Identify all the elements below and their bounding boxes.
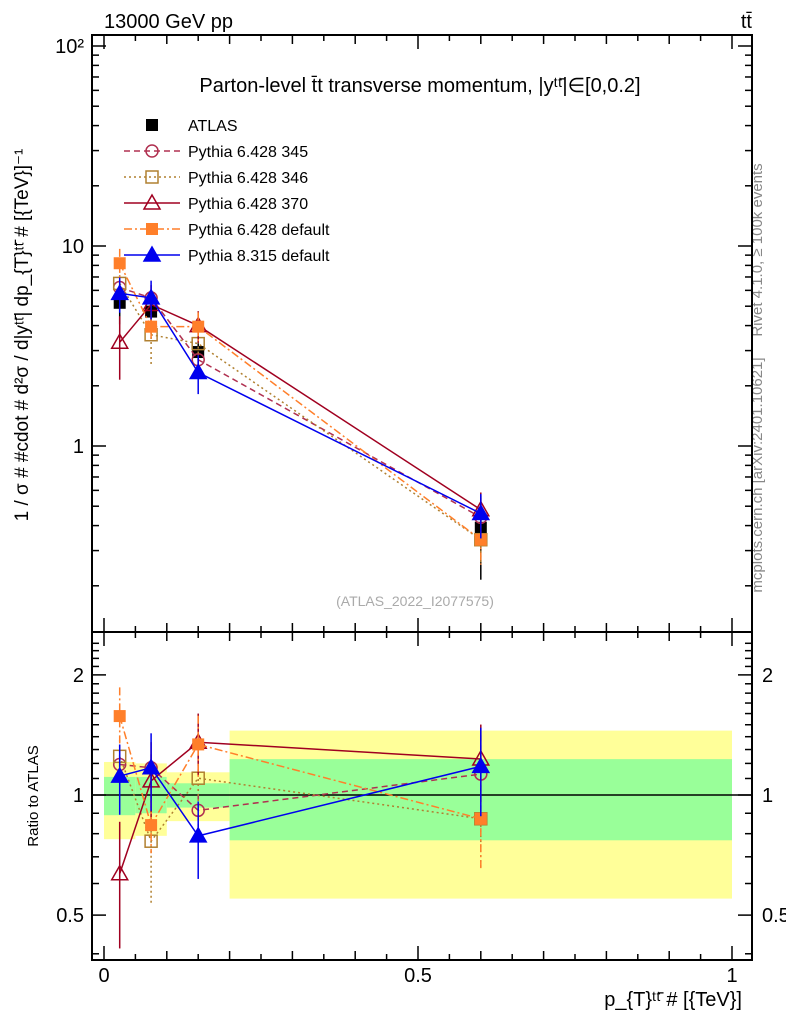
ratio-line-pythia-6-428-default xyxy=(118,715,481,828)
data-point-pythia-6-428-default xyxy=(113,257,126,270)
data-point-pythia-8-315-default xyxy=(110,283,129,301)
legend-label-pythia-6-428-default: Pythia 6.428 default xyxy=(188,222,330,239)
ratio-y-tick-label: 2 xyxy=(73,665,84,687)
ratio-point-pythia-8-315-default xyxy=(110,766,129,783)
ratio-line-pythia-6-428-370 xyxy=(118,741,481,875)
series-line-pythia-6-428-default xyxy=(119,262,482,541)
data-point-pythia-8-315-default xyxy=(141,288,161,305)
ratio-y-tick-label-right: 0.5 xyxy=(762,905,786,927)
ratio-point-pythia-8-315-default xyxy=(188,826,208,843)
legend-label-pythia-6-428-345: Pythia 6.428 345 xyxy=(188,144,308,161)
ratio-point-pythia-6-428-370 xyxy=(110,864,129,881)
data-point-pythia-8-315-default xyxy=(471,503,491,521)
ratio-line-pythia-8-315-default xyxy=(119,765,481,837)
ratio-y-tick-label: 1 xyxy=(73,785,84,807)
data-point-pythia-6-428-default xyxy=(474,533,487,546)
legend-label-atlas: ATLAS xyxy=(188,118,238,135)
data-point-pythia-8-315-default xyxy=(188,363,208,380)
analysis-watermark: (ATLAS_2022_I2077575) xyxy=(336,593,494,609)
legend-label-pythia-6-428-370: Pythia 6.428 370 xyxy=(188,196,308,213)
legend-label-pythia-8-315-default: Pythia 8.315 default xyxy=(188,248,330,265)
legend-marker-pythia-6-428-370 xyxy=(142,193,162,210)
x-tick-label: 0 xyxy=(98,965,109,987)
series-line-pythia-6-428-345 xyxy=(119,286,482,518)
legend-marker-pythia-8-315-default xyxy=(142,245,162,262)
ratio-point-pythia-6-428-default xyxy=(145,819,158,832)
x-axis-label: p_{T}ᵗᵗ̄ # [{TeV}] xyxy=(604,989,742,1011)
legend-label-pythia-6-428-346: Pythia 6.428 346 xyxy=(188,170,308,187)
x-tick-label: 0.5 xyxy=(404,965,432,987)
ratio-point-pythia-6-428-default xyxy=(192,738,205,751)
legend-marker-pythia-6-428-default xyxy=(146,223,158,235)
data-point-pythia-6-428-370 xyxy=(110,332,129,350)
ratio-point-pythia-6-428-default xyxy=(474,812,487,825)
ratio-y-tick-label-right: 1 xyxy=(762,785,773,807)
data-point-pythia-6-428-default xyxy=(192,320,205,333)
x-tick-label: 1 xyxy=(726,965,737,987)
ratio-point-pythia-8-315-default xyxy=(141,758,161,775)
series-line-pythia-6-428-370 xyxy=(119,303,482,511)
series-line-pythia-8-315-default xyxy=(119,292,482,515)
data-point-pythia-6-428-default xyxy=(145,320,158,333)
ratio-point-pythia-6-428-default xyxy=(113,710,126,723)
ratio-frame xyxy=(91,631,753,961)
ratio-point-pythia-8-315-default xyxy=(471,756,491,774)
ratio-y-tick-label-right: 2 xyxy=(762,665,773,687)
legend-marker-atlas xyxy=(146,119,158,131)
process-label: tt̄ xyxy=(741,11,753,33)
series-line-pythia-6-428-346 xyxy=(119,283,482,541)
y-tick-label: 1 xyxy=(73,436,84,458)
y-tick-label: 10 xyxy=(62,236,84,258)
ratio-y-tick-label: 0.5 xyxy=(56,905,84,927)
legend-marker-pythia-6-428-345 xyxy=(145,144,159,158)
ratio-y-axis-label: Ratio to ATLAS xyxy=(25,745,42,846)
energy-label: 13000 GeV pp xyxy=(104,11,233,33)
ratio-line-pythia-6-428-345 xyxy=(119,763,481,812)
rivet-label: Rivet 4.1.0, ≥ 100k events xyxy=(749,163,766,336)
y-tick-label: 10² xyxy=(55,36,84,58)
ratio-line-pythia-6-428-346 xyxy=(118,756,481,843)
y-axis-label: 1 / σ # #cdot # d²σ / d|yᵗᵗ̄| dp_{T}ᵗᵗ̄ … xyxy=(12,149,33,522)
legend-marker-pythia-6-428-346 xyxy=(145,170,159,184)
mcplots-label: mcplots.cern.ch [arXiv:2401.10621] xyxy=(749,357,766,592)
plot-title: Parton-level t̄t transverse momentum, |y… xyxy=(199,75,640,97)
